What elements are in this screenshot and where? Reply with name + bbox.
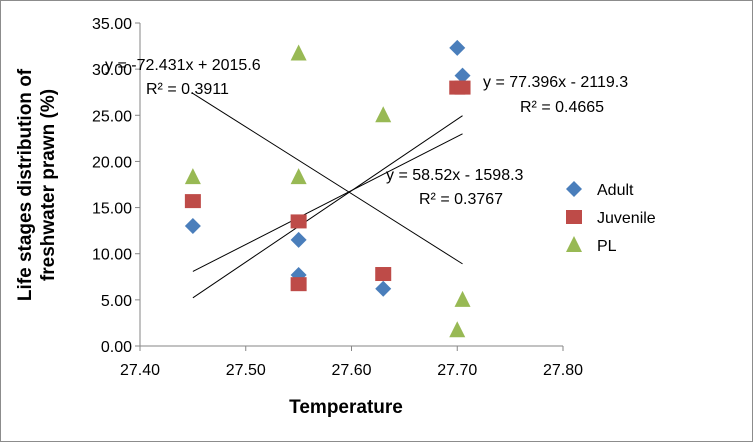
- legend-marker-pl: [566, 236, 582, 252]
- legend-label-adult: Adult: [597, 182, 634, 199]
- legend-label-pl: PL: [597, 238, 617, 255]
- point-pl: [454, 290, 471, 307]
- y-tick-label: 35.00: [92, 16, 132, 33]
- point-adult: [290, 231, 307, 248]
- data-points: [184, 39, 471, 338]
- y-axis-title-line-1: Life stages distribution of: [15, 68, 36, 301]
- y-tick-label: 25.00: [92, 108, 132, 125]
- x-tick-label: 27.40: [120, 362, 160, 379]
- trendline-pl: [192, 93, 463, 265]
- point-pl: [375, 106, 392, 123]
- x-tick-label: 27.80: [543, 362, 583, 379]
- point-juvenile: [184, 194, 201, 209]
- trendline-equations: y = 58.52x - 1598.3 R² = 0.3767 y = 77.396…: [105, 57, 628, 208]
- equation-adult: y = 58.52x - 1598.3: [386, 167, 524, 184]
- point-adult: [375, 280, 392, 297]
- y-tick-label: 10.00: [92, 247, 132, 264]
- r2-juvenile: R² = 0.4665: [520, 99, 604, 116]
- legend-label-juvenile: Juvenile: [597, 210, 656, 227]
- y-axis-title-line-2: freshwater prawn (%): [38, 89, 59, 281]
- point-pl: [290, 168, 307, 185]
- y-ticks: 0.00 5.00 10.00 15.00 20.00 25.00 30.00 35.00: [92, 16, 140, 356]
- y-tick-label: 15.00: [92, 201, 132, 218]
- r2-pl: R² = 0.3911: [146, 81, 229, 98]
- x-ticks: 27.40 27.50 27.60 27.70 27.80: [120, 346, 583, 379]
- point-pl: [290, 44, 307, 61]
- y-axis-title: Life stages distribution of freshwater p…: [15, 68, 59, 301]
- point-adult: [184, 218, 201, 235]
- trendline-adult: [192, 133, 463, 272]
- trendlines: [192, 93, 463, 299]
- y-tick-label: 20.00: [92, 154, 132, 171]
- point-pl: [449, 321, 466, 338]
- r2-adult: R² = 0.3767: [419, 191, 503, 208]
- x-tick-label: 27.50: [226, 362, 266, 379]
- legend-marker-adult: [566, 181, 582, 197]
- legend-marker-juvenile: [566, 210, 582, 224]
- point-adult: [449, 39, 466, 56]
- trendline-juvenile: [192, 115, 463, 299]
- point-pl: [184, 168, 201, 185]
- equation-juvenile: y = 77.396x - 2119.3: [483, 74, 628, 91]
- x-axis-title: Temperature: [289, 397, 403, 418]
- point-adult: [454, 67, 471, 84]
- legend: Adult Juvenile PL: [566, 181, 656, 255]
- y-tick-label: 0.00: [101, 339, 132, 356]
- point-juvenile: [290, 214, 307, 229]
- point-juvenile: [375, 267, 392, 282]
- y-tick-label: 5.00: [101, 293, 132, 310]
- equation-pl: y = -72.431x + 2015.6: [105, 57, 261, 74]
- x-tick-label: 27.70: [437, 362, 477, 379]
- point-juvenile: [454, 80, 471, 95]
- x-tick-label: 27.60: [331, 362, 371, 379]
- point-juvenile: [290, 277, 307, 292]
- y-tick-label: 30.00: [92, 62, 132, 79]
